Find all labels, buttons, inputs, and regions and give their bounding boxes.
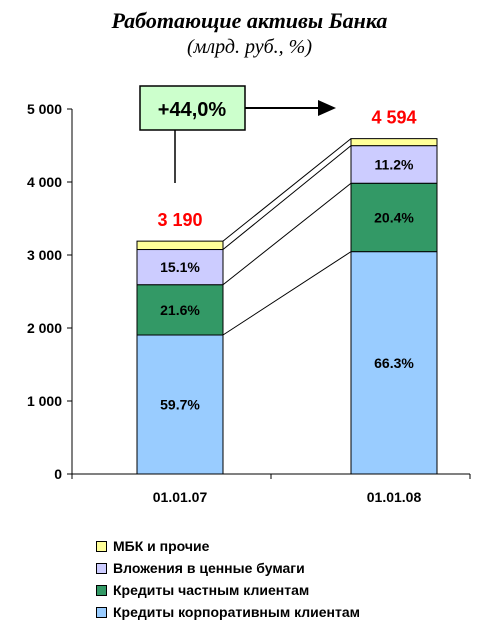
segment-percent-label: 15.1% (160, 259, 200, 275)
bar-segment (350, 251, 438, 475)
bars (136, 138, 438, 475)
bar-segment (136, 249, 224, 286)
legend-swatch (96, 584, 107, 596)
segment-connector-line (222, 145, 352, 250)
legend-item: Кредиты частным клиентам (96, 579, 360, 601)
segment-percent-label: 11.2% (375, 156, 414, 172)
legend-label: Кредиты частным клиентам (113, 582, 310, 598)
y-tick-label: 4 000 (27, 174, 62, 190)
segment-connectors (222, 138, 352, 336)
growth-box (139, 85, 246, 131)
legend-item: Кредиты корпоративным клиентам (96, 601, 360, 623)
growth-arrow-head (318, 100, 336, 116)
y-tick-label: 0 (54, 466, 62, 482)
x-tick-label: 01.01.07 (153, 489, 208, 505)
bar-segment (350, 138, 438, 147)
total-value-label: 3 190 (157, 210, 202, 230)
bar-segment (136, 334, 224, 475)
segment-percent-label: 20.4% (374, 209, 414, 225)
segment-percent-label: 59.7% (160, 397, 200, 413)
legend-swatch (96, 540, 107, 552)
legend-item: МБК и прочие (96, 535, 360, 557)
legend-label: МБК и прочие (113, 538, 210, 554)
growth-label: +44,0% (158, 99, 227, 121)
segment-percent-label: 21.6% (160, 302, 200, 318)
bar-segment (350, 182, 438, 253)
x-tick-label: 01.01.08 (367, 489, 422, 505)
bar-segment (350, 145, 438, 184)
segment-percent-label: 66.3% (374, 355, 414, 371)
y-tick-label: 1 000 (27, 393, 62, 409)
y-tick-label: 3 000 (27, 247, 62, 263)
chart-subtitle: (млрд. руб., %) (187, 36, 312, 58)
chart-title: Работающие активы Банка (111, 8, 388, 33)
y-tick-label: 2 000 (27, 320, 62, 336)
segment-connector-line (222, 251, 352, 336)
segment-connector-line (222, 138, 352, 242)
y-tick-label: 5 000 (27, 101, 62, 117)
data-labels: 59.7% 21.6% 15.1% 3 190 66.3% 20.4% 11.2% 4 594 (157, 108, 416, 413)
legend-label: Кредиты корпоративным клиентам (113, 604, 360, 620)
total-value-label: 4 594 (371, 108, 416, 128)
legend-swatch (96, 606, 107, 618)
growth-annotation: +44,0% (139, 85, 336, 183)
segment-connector-line (222, 182, 352, 286)
axes: 0 1 000 2 000 3 000 4 000 5 000 01.01.07 01.01.… (27, 101, 471, 505)
legend: МБК и прочие Вложения в ценные бумаги Кред… (96, 535, 360, 623)
bar-segment (136, 240, 224, 251)
legend-item: Вложения в ценные бумаги (96, 557, 360, 579)
legend-label: Вложения в ценные бумаги (113, 560, 305, 576)
legend-swatch (96, 562, 107, 574)
